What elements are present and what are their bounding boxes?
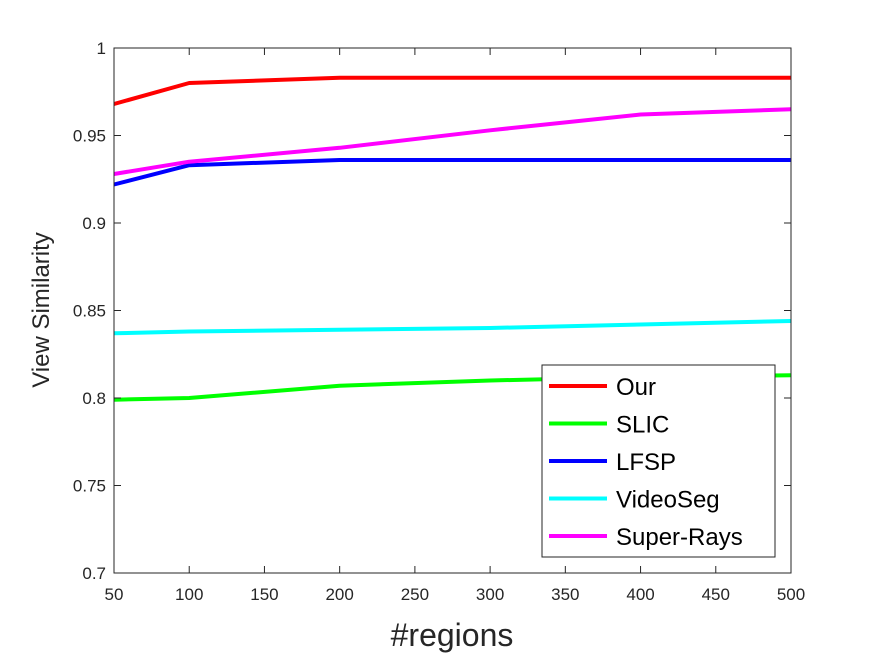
x-axis-label: #regions — [391, 617, 514, 653]
y-tick-label: 0.75 — [73, 477, 106, 496]
y-tick-label: 0.7 — [82, 564, 106, 583]
x-tick-label: 350 — [551, 585, 579, 604]
y-tick-label: 0.8 — [82, 389, 106, 408]
series-line-super-rays — [113, 107, 792, 176]
x-tick-label: 500 — [777, 585, 805, 604]
x-tick-label: 250 — [401, 585, 429, 604]
y-tick-label: 0.95 — [73, 127, 106, 146]
x-tick-label: 400 — [626, 585, 654, 604]
legend-label-slic: SLIC — [616, 412, 669, 439]
series-line-lfsp — [113, 158, 791, 187]
axes-layer: 50 100 150 200 250 300 350 400 450 500 0.7 0.75 0.8 0… — [73, 39, 805, 604]
legend-label-videoseg: VideoSeg — [616, 487, 720, 514]
x-tick-label: 150 — [250, 585, 278, 604]
x-tick-label: 50 — [105, 585, 124, 604]
legend: Our SLIC LFSP VideoSeg Super-Rays — [541, 364, 776, 558]
legend-label-our: Our — [616, 374, 656, 401]
x-tick-label: 100 — [175, 585, 203, 604]
x-tick-label: 450 — [702, 585, 730, 604]
x-tick-label: 200 — [325, 585, 353, 604]
y-tick-label: 0.9 — [82, 214, 106, 233]
series-line-videoseg — [113, 319, 792, 336]
y-tick-label: 1 — [97, 39, 106, 58]
x-tick-label: 300 — [476, 585, 504, 604]
y-axis-label: View Similarity — [28, 232, 55, 388]
legend-label-super-rays: Super-Rays — [616, 524, 743, 551]
y-tick-label: 0.85 — [73, 302, 106, 321]
series-line-our — [113, 75, 791, 106]
series-layer — [113, 75, 792, 402]
legend-label-lfsp: LFSP — [616, 449, 676, 476]
